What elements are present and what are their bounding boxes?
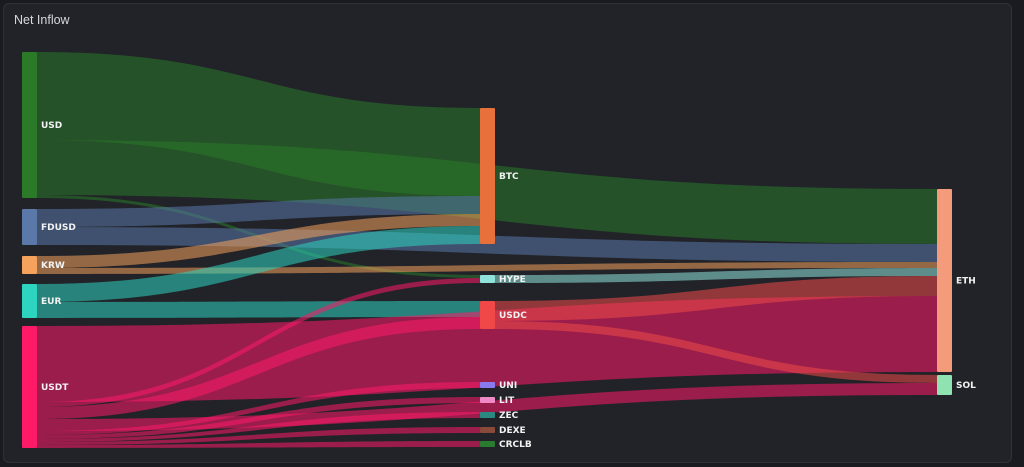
node-label-uni: UNI <box>499 381 517 391</box>
node-sol[interactable] <box>937 375 952 395</box>
link-eur-usdc[interactable] <box>37 301 480 318</box>
node-lit[interactable] <box>480 397 495 403</box>
node-label-sol: SOL <box>956 381 976 391</box>
link-usdt-zec[interactable] <box>37 412 480 442</box>
node-hype[interactable] <box>480 275 495 283</box>
node-label-fdusd: FDUSD <box>41 223 76 233</box>
node-uni[interactable] <box>480 382 495 388</box>
link-usdt-eth[interactable] <box>37 296 937 402</box>
link-usdt-crclb[interactable] <box>37 441 480 448</box>
link-usdt-lit[interactable] <box>37 397 480 439</box>
node-fdusd[interactable] <box>22 209 37 245</box>
node-eth[interactable] <box>937 189 952 372</box>
chart-panel: Net Inflow USD FDUSD KRW EUR USDT BTC HYPE USDC… <box>3 3 1012 463</box>
link-hype-eth[interactable] <box>495 268 937 283</box>
link-usdc-sol[interactable] <box>495 321 937 383</box>
link-usdt-uni[interactable] <box>37 382 480 435</box>
node-usdc[interactable] <box>480 301 495 329</box>
link-usdc-eth[interactable] <box>495 276 937 321</box>
node-label-crclb: CRCLB <box>499 440 532 450</box>
node-krw[interactable] <box>22 256 37 274</box>
node-usdt[interactable] <box>22 326 37 448</box>
node-label-eth: ETH <box>956 277 976 287</box>
link-fdusd-btc[interactable] <box>37 196 480 227</box>
node-label-zec: ZEC <box>499 411 519 421</box>
node-zec[interactable] <box>480 412 495 418</box>
link-eur-btc[interactable] <box>37 226 480 302</box>
sankey-chart: USD FDUSD KRW EUR USDT BTC HYPE USDC UNI LIT ZEC DE… <box>22 52 976 450</box>
node-label-usdc: USDC <box>499 311 527 321</box>
node-label-lit: LIT <box>499 396 515 406</box>
node-label-eur: EUR <box>41 297 61 307</box>
node-eur[interactable] <box>22 284 37 318</box>
node-label-usdt: USDT <box>41 383 69 393</box>
node-crclb[interactable] <box>480 441 495 447</box>
node-label-hype: HYPE <box>499 275 526 285</box>
node-label-dexe: DEXE <box>499 426 526 436</box>
chart-title: Net Inflow <box>14 13 70 27</box>
node-label-usd: USD <box>41 121 62 131</box>
node-label-krw: KRW <box>41 261 65 271</box>
node-dexe[interactable] <box>480 427 495 433</box>
node-label-btc: BTC <box>499 172 519 182</box>
node-btc[interactable] <box>480 108 495 244</box>
link-krw-btc[interactable] <box>37 214 480 268</box>
node-usd[interactable] <box>22 52 37 198</box>
link-usdt-dexe[interactable] <box>37 427 480 445</box>
